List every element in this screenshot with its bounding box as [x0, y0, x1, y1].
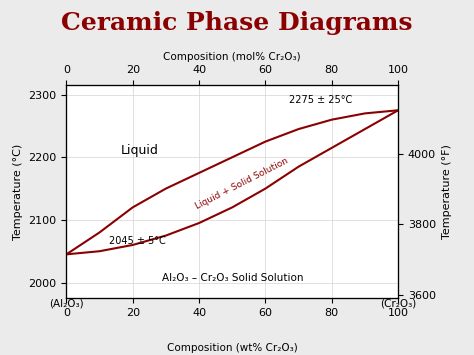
Text: Liquid: Liquid	[120, 144, 158, 158]
Text: (Cr₂O₃): (Cr₂O₃)	[380, 298, 416, 308]
Text: Ceramic Phase Diagrams: Ceramic Phase Diagrams	[61, 11, 413, 35]
Text: 2045 ± 5°C: 2045 ± 5°C	[109, 236, 166, 246]
X-axis label: Composition (wt% Cr₂O₃): Composition (wt% Cr₂O₃)	[167, 343, 298, 353]
Text: 2275 ± 25°C: 2275 ± 25°C	[289, 95, 352, 105]
X-axis label: Composition (mol% Cr₂O₃): Composition (mol% Cr₂O₃)	[164, 52, 301, 62]
Y-axis label: Temperature (°F): Temperature (°F)	[442, 144, 452, 239]
Y-axis label: Temperature (°C): Temperature (°C)	[13, 143, 23, 240]
Text: Liquid + Solid Solution: Liquid + Solid Solution	[194, 156, 290, 211]
Text: Al₂O₃ – Cr₂O₃ Solid Solution: Al₂O₃ – Cr₂O₃ Solid Solution	[162, 273, 303, 283]
Text: (Al₂O₃): (Al₂O₃)	[49, 298, 84, 308]
